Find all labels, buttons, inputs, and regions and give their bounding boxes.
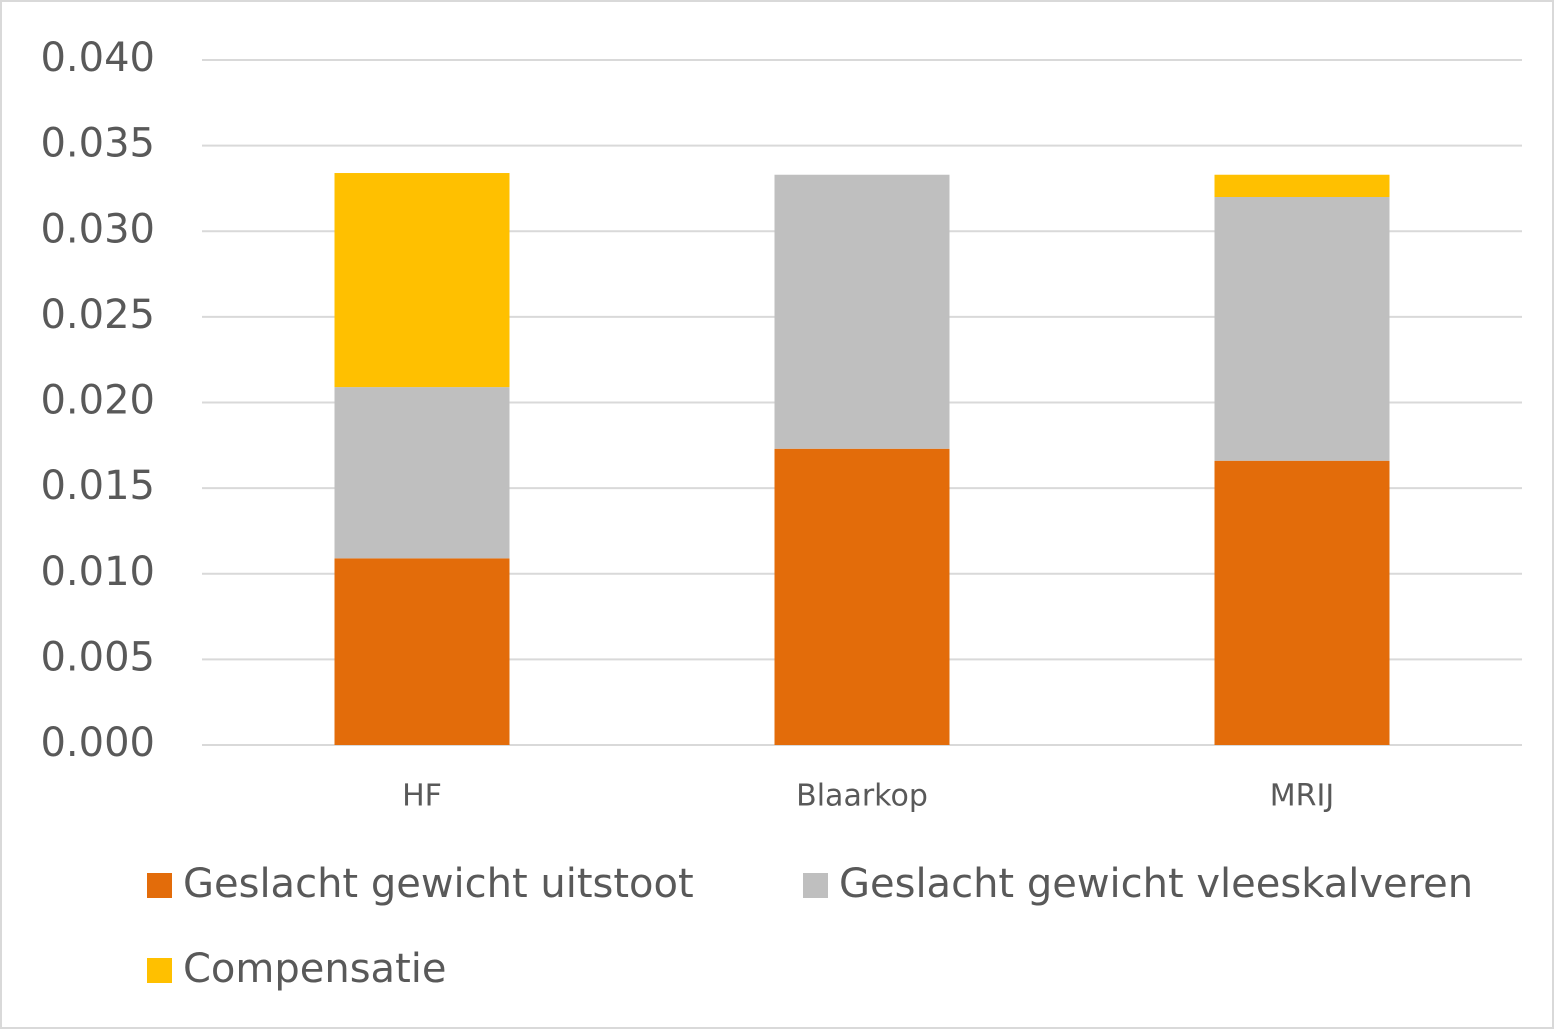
- y-tick-label: 0.015: [40, 463, 155, 509]
- y-tick-label: 0.020: [40, 378, 155, 424]
- bar-segment: [1214, 197, 1390, 461]
- bar-segment: [1214, 174, 1390, 197]
- y-tick-label: 0.000: [40, 720, 155, 766]
- legend-label: Geslacht gewicht uitstoot: [183, 861, 694, 907]
- y-tick-label: 0.010: [40, 549, 155, 595]
- bar-segment: [774, 174, 950, 449]
- y-tick-label: 0.005: [40, 634, 155, 680]
- y-tick-label: 0.025: [40, 292, 155, 338]
- legend-label: Compensatie: [183, 946, 446, 992]
- y-tick-label: 0.030: [40, 206, 155, 252]
- legend-swatch: [147, 958, 172, 983]
- bar-segment: [334, 387, 510, 559]
- x-tick-label: MRIJ: [1270, 779, 1334, 814]
- y-tick-label: 0.035: [40, 121, 155, 167]
- bar-segment: [1214, 460, 1390, 745]
- x-tick-label: Blaarkop: [796, 779, 928, 814]
- x-tick-label: HF: [402, 779, 442, 814]
- legend-label: Geslacht gewicht vleeskalveren: [839, 861, 1473, 907]
- bar-segment: [334, 558, 510, 745]
- legend-swatch: [147, 873, 172, 898]
- bar-segment: [334, 173, 510, 388]
- legend-swatch: [803, 873, 828, 898]
- y-tick-label: 0.040: [40, 35, 155, 81]
- bar-segment: [774, 448, 950, 745]
